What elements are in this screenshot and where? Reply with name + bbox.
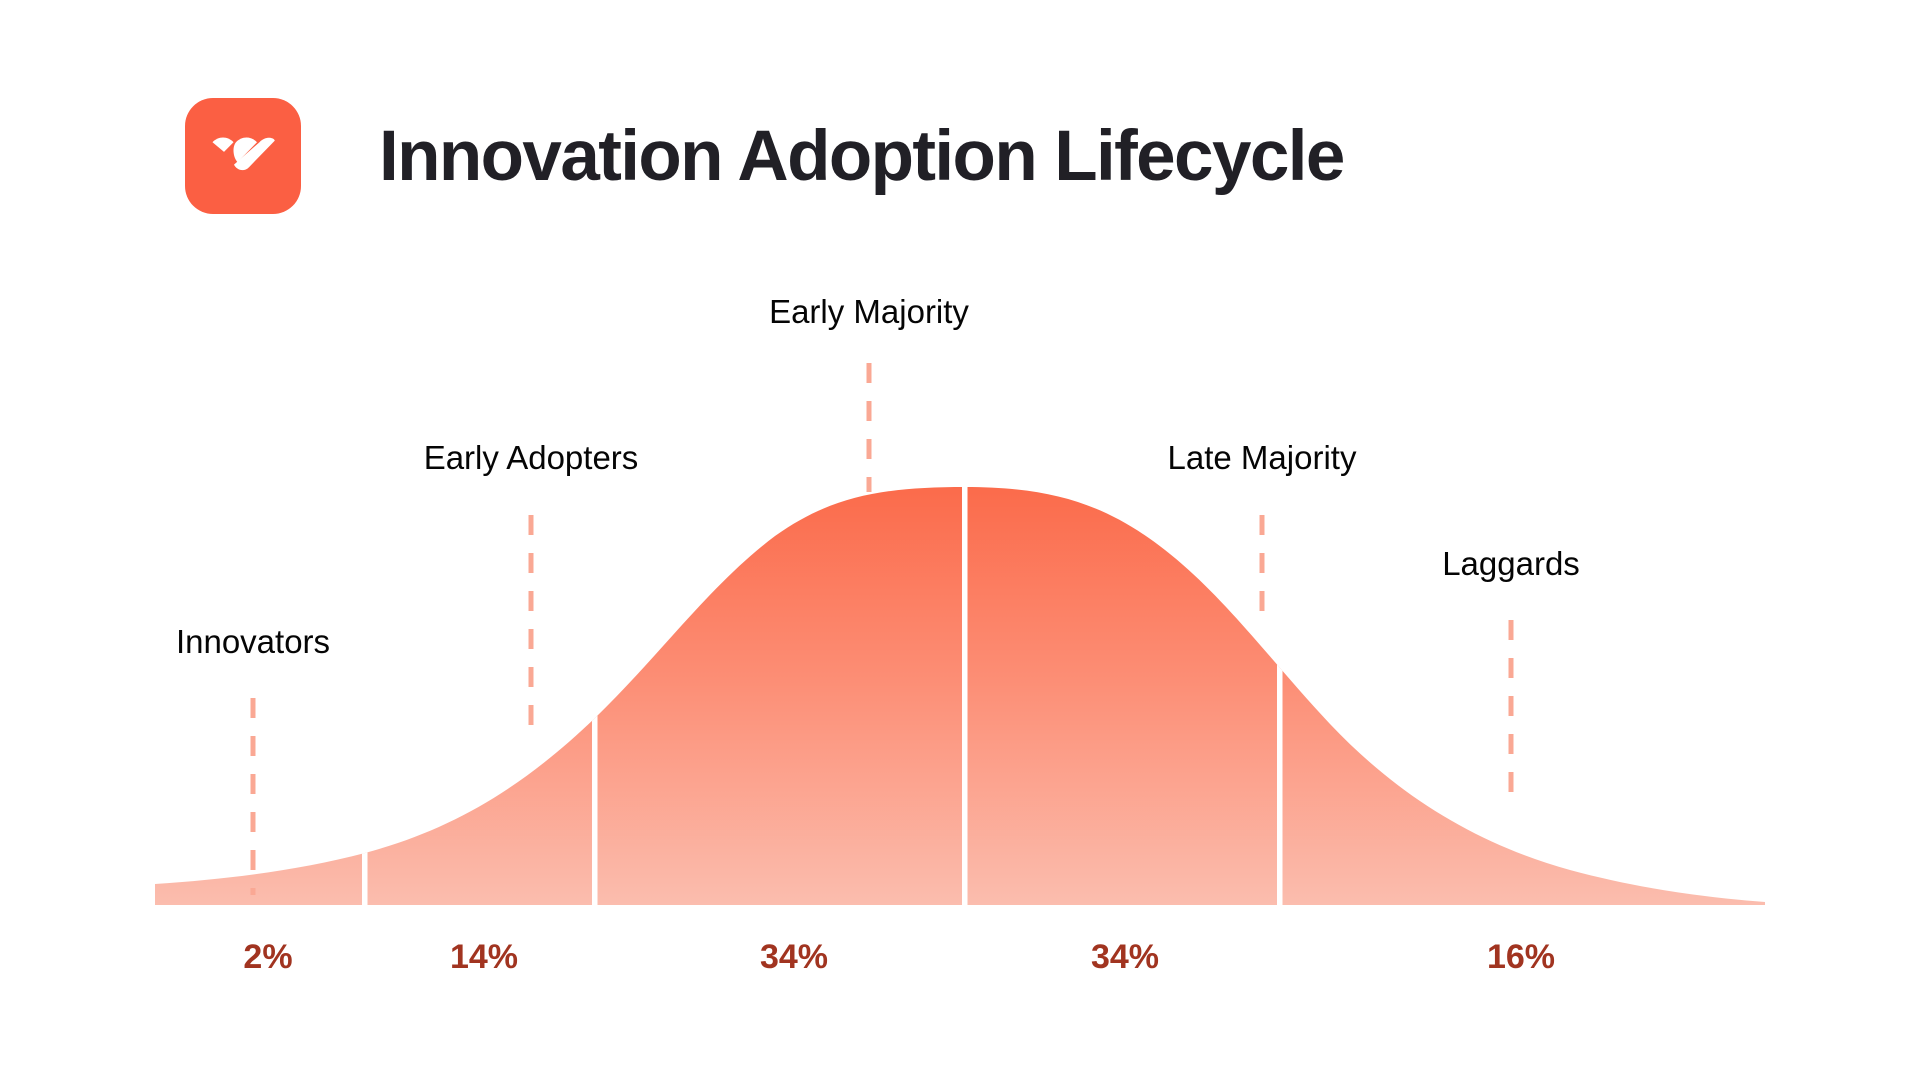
- segment-label-late-majority: Late Majority: [1167, 439, 1357, 476]
- segment-divider-4: [1277, 487, 1283, 905]
- segment-percent-late-majority: 34%: [1090, 938, 1160, 976]
- segment-percent-laggards: 16%: [1486, 938, 1556, 976]
- header: Innovation Adoption Lifecycle: [185, 98, 1345, 214]
- bell-curve-area: [155, 487, 1765, 905]
- segment-label-laggards: Laggards: [1442, 545, 1580, 582]
- segment-divider-1: [362, 487, 368, 905]
- segment-label-innovators: Innovators: [175, 623, 331, 660]
- segment-label-early-majority: Early Majority: [769, 293, 969, 330]
- page-title: Innovation Adoption Lifecycle: [379, 116, 1345, 196]
- segment-percent-early-adopters: 14%: [449, 938, 519, 976]
- segment-divider-2: [592, 487, 598, 905]
- wings-logo-icon: [185, 98, 301, 214]
- leader-lines: [250, 363, 1514, 895]
- segment-percent-early-majority: 34%: [759, 938, 829, 976]
- segment-percent-innovators: 2%: [243, 938, 293, 976]
- bell-curve-path: [155, 487, 1765, 905]
- segment-divider-3: [962, 487, 968, 905]
- segment-label-early-adopters: Early Adopters: [423, 439, 639, 476]
